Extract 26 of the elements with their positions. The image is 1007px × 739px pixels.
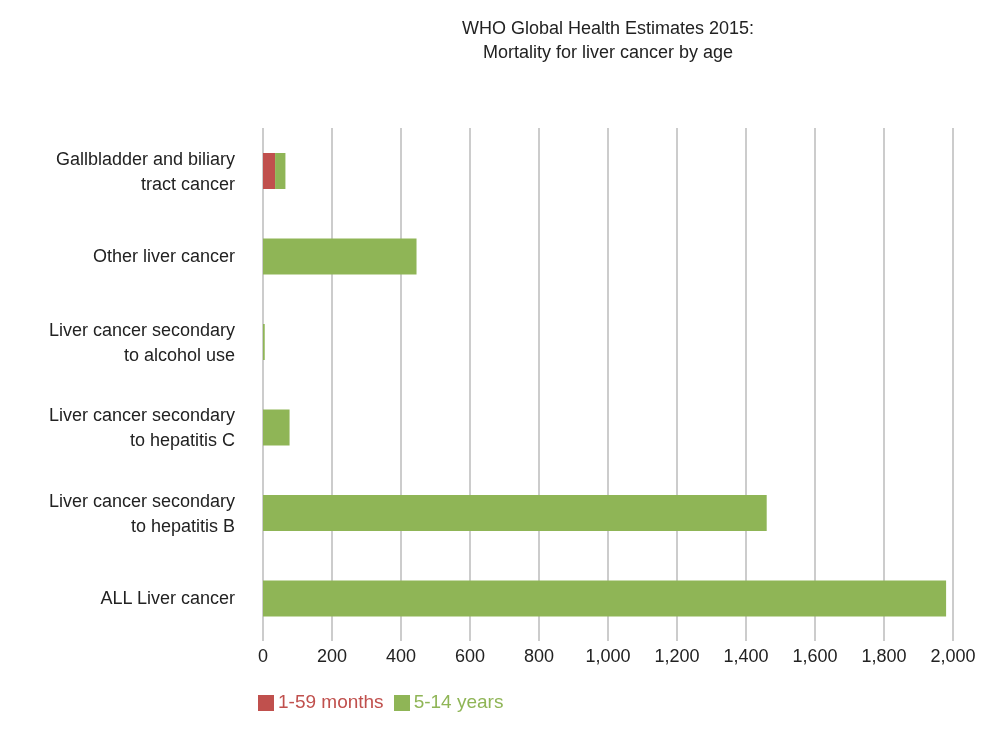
bar bbox=[263, 495, 767, 531]
legend-label: 1-59 months bbox=[278, 691, 384, 712]
y-tick-label: Liver cancer secondary to hepatitis B bbox=[48, 490, 235, 536]
y-tick-label: Gallbladder and biliary tract cancer bbox=[55, 148, 235, 194]
x-tick-label: 200 bbox=[316, 645, 348, 666]
x-tick-label: 400 bbox=[385, 645, 417, 666]
x-tick-label: 1,200 bbox=[654, 645, 700, 666]
bar bbox=[263, 153, 276, 189]
x-tick-label: 1,800 bbox=[861, 645, 907, 666]
bar bbox=[263, 409, 290, 446]
x-tick-label: 0 bbox=[257, 645, 269, 666]
legend-label: 5-14 years bbox=[413, 691, 504, 712]
x-tick-label: 1,600 bbox=[792, 645, 838, 666]
x-tick-label: 800 bbox=[523, 645, 555, 666]
x-tick-label: 1,400 bbox=[723, 645, 769, 666]
x-tick-label: 1,000 bbox=[585, 645, 631, 666]
bar bbox=[275, 153, 286, 189]
x-tick-label: 2,000 bbox=[930, 645, 976, 666]
bar bbox=[263, 580, 947, 617]
y-tick-label: ALL Liver cancer bbox=[100, 588, 235, 609]
y-tick-label: Other liver cancer bbox=[92, 246, 235, 267]
bar bbox=[263, 238, 417, 275]
x-tick-label: 600 bbox=[454, 645, 486, 666]
y-tick-label: Liver cancer secondary to alcohol use bbox=[48, 319, 235, 365]
chart-title: WHO Global Health Estimates 2015: Mortality for liver cancer by age bbox=[460, 17, 756, 64]
y-tick-label: Liver cancer secondary to hepatitis C bbox=[48, 405, 235, 451]
